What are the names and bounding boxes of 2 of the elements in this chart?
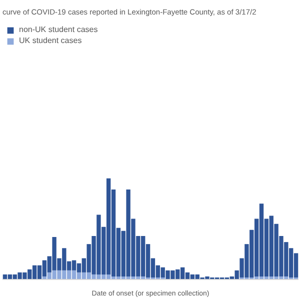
legend-label: non-UK student cases — [19, 25, 98, 34]
legend-label: UK student cases — [19, 36, 82, 45]
